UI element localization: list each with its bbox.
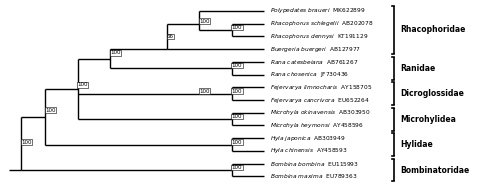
Text: 100: 100 [78, 82, 88, 87]
Text: $\it{Bombina}$ $\it{bombina}$  EU115993: $\it{Bombina}$ $\it{bombina}$ EU115993 [270, 160, 360, 168]
Text: 66: 66 [167, 34, 174, 39]
Text: $\it{Buergeria}$ $\it{buergeri}$  AB127977: $\it{Buergeria}$ $\it{buergeri}$ AB12797… [270, 45, 362, 54]
Text: 100: 100 [232, 63, 242, 68]
Text: 100: 100 [232, 114, 242, 119]
Text: $\it{Bombina}$ $\it{maxima}$  EU789363: $\it{Bombina}$ $\it{maxima}$ EU789363 [270, 172, 358, 180]
Text: Dicroglossidae: Dicroglossidae [400, 89, 464, 98]
Text: Microhylidea: Microhylidea [400, 115, 456, 124]
Text: Rhacophoridae: Rhacophoridae [400, 25, 466, 34]
Text: $\it{Hyla}$ $\it{japonica}$  AB303949: $\it{Hyla}$ $\it{japonica}$ AB303949 [270, 134, 346, 143]
Text: $\it{Rana}$ $\it{chosenica}$  JF730436: $\it{Rana}$ $\it{chosenica}$ JF730436 [270, 70, 349, 79]
Text: 100: 100 [110, 50, 120, 55]
Text: Hylidae: Hylidae [400, 140, 432, 149]
Text: Bombinatoridae: Bombinatoridae [400, 166, 469, 174]
Text: 100: 100 [46, 108, 56, 113]
Text: 100: 100 [232, 165, 242, 170]
Text: $\it{Microhyla}$ $\it{okinavensis}$  AB303950: $\it{Microhyla}$ $\it{okinavensis}$ AB30… [270, 108, 371, 117]
Text: $\it{Rhacophorus}$ $\it{schlegelii}$  AB202078: $\it{Rhacophorus}$ $\it{schlegelii}$ AB2… [270, 19, 374, 28]
Text: $\it{Rana}$ $\it{catesbeiana}$  AB761267: $\it{Rana}$ $\it{catesbeiana}$ AB761267 [270, 58, 358, 66]
Text: $\it{Fejervarya}$ $\it{cancrivora}$  EU652264: $\it{Fejervarya}$ $\it{cancrivora}$ EU65… [270, 95, 370, 105]
Text: $\it{Fejervarya}$ $\it{limnocharis}$  AY158705: $\it{Fejervarya}$ $\it{limnocharis}$ AY1… [270, 83, 372, 92]
Text: 100: 100 [21, 140, 32, 145]
Text: $\it{Hyla}$ $\it{chinensis}$  AY458593: $\it{Hyla}$ $\it{chinensis}$ AY458593 [270, 146, 347, 155]
Text: 100: 100 [232, 25, 242, 30]
Text: 100: 100 [200, 89, 210, 94]
Text: 100: 100 [232, 89, 242, 94]
Text: 100: 100 [232, 140, 242, 145]
Text: Ranidae: Ranidae [400, 64, 435, 73]
Text: $\it{Rhacophorus}$ $\it{dennysi}$  KT191129: $\it{Rhacophorus}$ $\it{dennysi}$ KT1911… [270, 32, 368, 41]
Text: 100: 100 [200, 19, 210, 24]
Text: $\it{Microhyla}$ $\it{heymonsi}$  AY458596: $\it{Microhyla}$ $\it{heymonsi}$ AY45859… [270, 121, 364, 130]
Text: $\it{Polypedates}$ $\it{braueri}$  MK622899: $\it{Polypedates}$ $\it{braueri}$ MK6228… [270, 6, 366, 15]
